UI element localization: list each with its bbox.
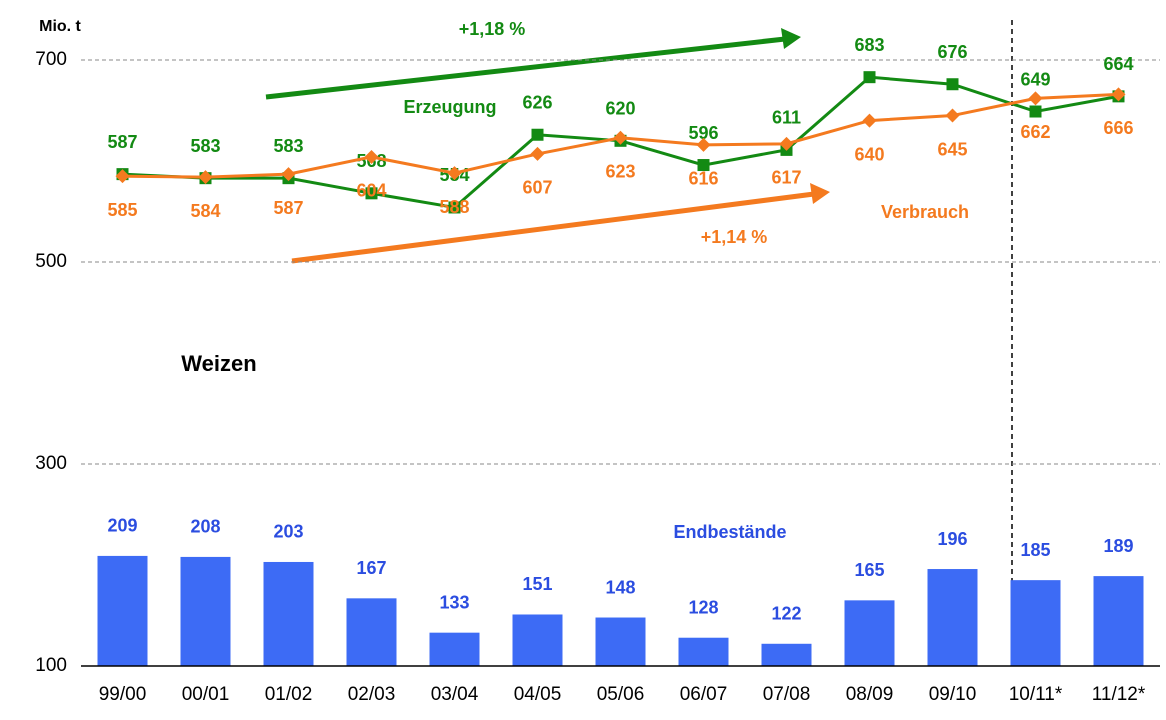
data-label: 587 [107,132,137,152]
data-label: 167 [356,558,386,578]
data-label: 617 [771,168,801,188]
marker [779,136,794,151]
data-label: 649 [1020,69,1050,89]
marker [198,170,213,185]
data-label: 585 [107,200,137,220]
bar [263,561,314,666]
data-label: 203 [273,522,303,542]
x-tick-label: 00/01 [182,684,230,705]
data-label: 165 [854,560,884,580]
bar [678,637,729,666]
x-tick-label: 08/09 [846,684,894,705]
bar [429,632,480,666]
y-tick-label: 300 [35,453,67,474]
marker [531,128,544,141]
x-tick-label: 07/08 [763,684,811,705]
data-label: 623 [605,162,635,182]
x-tick-label: 11/12* [1092,684,1146,705]
data-label: 584 [190,201,220,221]
data-label: 666 [1103,118,1133,138]
series-label: Verbrauch [881,202,969,222]
bar [927,569,978,666]
data-label: 662 [1020,122,1050,142]
annotation: Weizen [181,351,256,376]
data-label: 583 [190,136,220,156]
data-label: 583 [273,136,303,156]
annotation: +1,18 % [459,19,526,39]
bar [346,598,397,666]
data-label: 676 [937,42,967,62]
bar [1010,580,1061,666]
marker [1028,91,1043,106]
data-label: 148 [605,577,635,597]
marker [945,108,960,123]
x-tick-label: 06/07 [680,684,728,705]
arrow-head [810,183,830,204]
y-tick-label: 100 [35,655,67,676]
marker [530,146,545,161]
marker [364,149,379,164]
data-label: 588 [439,197,469,217]
data-label: 611 [772,108,801,128]
marker [365,187,378,200]
data-label: 626 [522,92,552,112]
marker [1111,87,1126,102]
x-tick-label: 09/10 [929,684,977,705]
x-tick-label: 04/05 [514,684,562,705]
data-label: 640 [854,144,884,164]
x-tick-label: 03/04 [431,684,479,705]
marker [613,130,628,145]
data-label: 209 [107,516,137,536]
marker [696,137,711,152]
data-label: 208 [190,517,220,537]
bar [512,614,563,666]
data-label: 122 [771,604,801,624]
bar [97,555,148,666]
series-label: Endbestände [673,522,786,542]
marker [863,71,876,84]
trend-arrow [291,191,815,264]
data-label: 664 [1103,54,1133,74]
data-label: 616 [688,169,718,189]
data-label: 604 [356,181,386,201]
trend-arrow [265,36,786,100]
bar [595,617,646,666]
data-label: 607 [522,178,552,198]
marker [1029,105,1042,118]
bar [844,600,895,666]
data-label: 196 [937,529,967,549]
marker [946,78,959,91]
marker [115,169,130,184]
marker [697,159,710,172]
marker [448,201,461,214]
annotation: +1,14 % [701,227,768,247]
data-label: 620 [605,99,635,119]
bar [180,556,231,666]
marker [862,113,877,128]
data-label: 151 [522,574,552,594]
data-label: 645 [937,139,967,159]
x-tick-label: 10/11* [1009,684,1063,705]
y-tick-label: 500 [35,251,67,272]
data-label: 189 [1103,536,1133,556]
x-tick-label: 01/02 [265,684,313,705]
arrow-head [781,28,801,49]
data-label: 596 [688,123,718,143]
x-tick-label: 02/03 [348,684,396,705]
data-label: 128 [688,597,718,617]
series-label: Erzeugung [404,97,497,117]
bar [1093,576,1144,666]
data-label: 683 [854,35,884,55]
data-label: 133 [439,592,469,612]
data-label: 587 [273,198,303,218]
marker [281,167,296,182]
bar [761,643,812,666]
data-label: 185 [1020,540,1050,560]
x-tick-label: 99/00 [99,684,147,705]
marker [447,166,462,181]
y-tick-label: 700 [35,49,67,70]
y-axis-label: Mio. t [39,18,81,35]
x-tick-label: 05/06 [597,684,645,705]
